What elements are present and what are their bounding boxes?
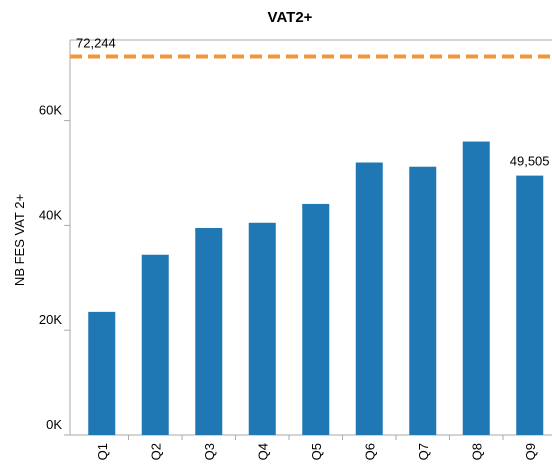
- y-tick-label: 0K: [46, 417, 62, 432]
- x-tick-label: Q5: [309, 443, 324, 460]
- x-tick-label: Q7: [416, 443, 431, 460]
- chart-title: VAT2+: [268, 9, 313, 26]
- y-tick-label: 40K: [39, 207, 62, 222]
- bar: [409, 166, 437, 435]
- x-tick-label: Q6: [362, 443, 377, 460]
- y-axis-label: NB FES VAT 2+: [12, 194, 27, 286]
- y-tick-label: 20K: [39, 312, 62, 327]
- bar: [248, 222, 276, 435]
- bar: [355, 162, 383, 435]
- y-tick-label: 60K: [39, 103, 62, 118]
- bar: [88, 311, 116, 435]
- data-label: 49,505: [510, 154, 550, 169]
- x-tick-label: Q8: [469, 443, 484, 460]
- reference-label: 72,244: [76, 35, 116, 50]
- bar: [516, 175, 544, 435]
- bar: [462, 141, 490, 435]
- x-tick-label: Q4: [255, 443, 270, 460]
- x-tick-label: Q2: [148, 443, 163, 460]
- bar: [141, 254, 169, 435]
- x-tick-label: Q1: [95, 443, 110, 460]
- bar: [195, 228, 223, 435]
- x-tick-label: Q9: [523, 443, 538, 460]
- x-tick-label: Q3: [202, 443, 217, 460]
- bar: [302, 203, 330, 435]
